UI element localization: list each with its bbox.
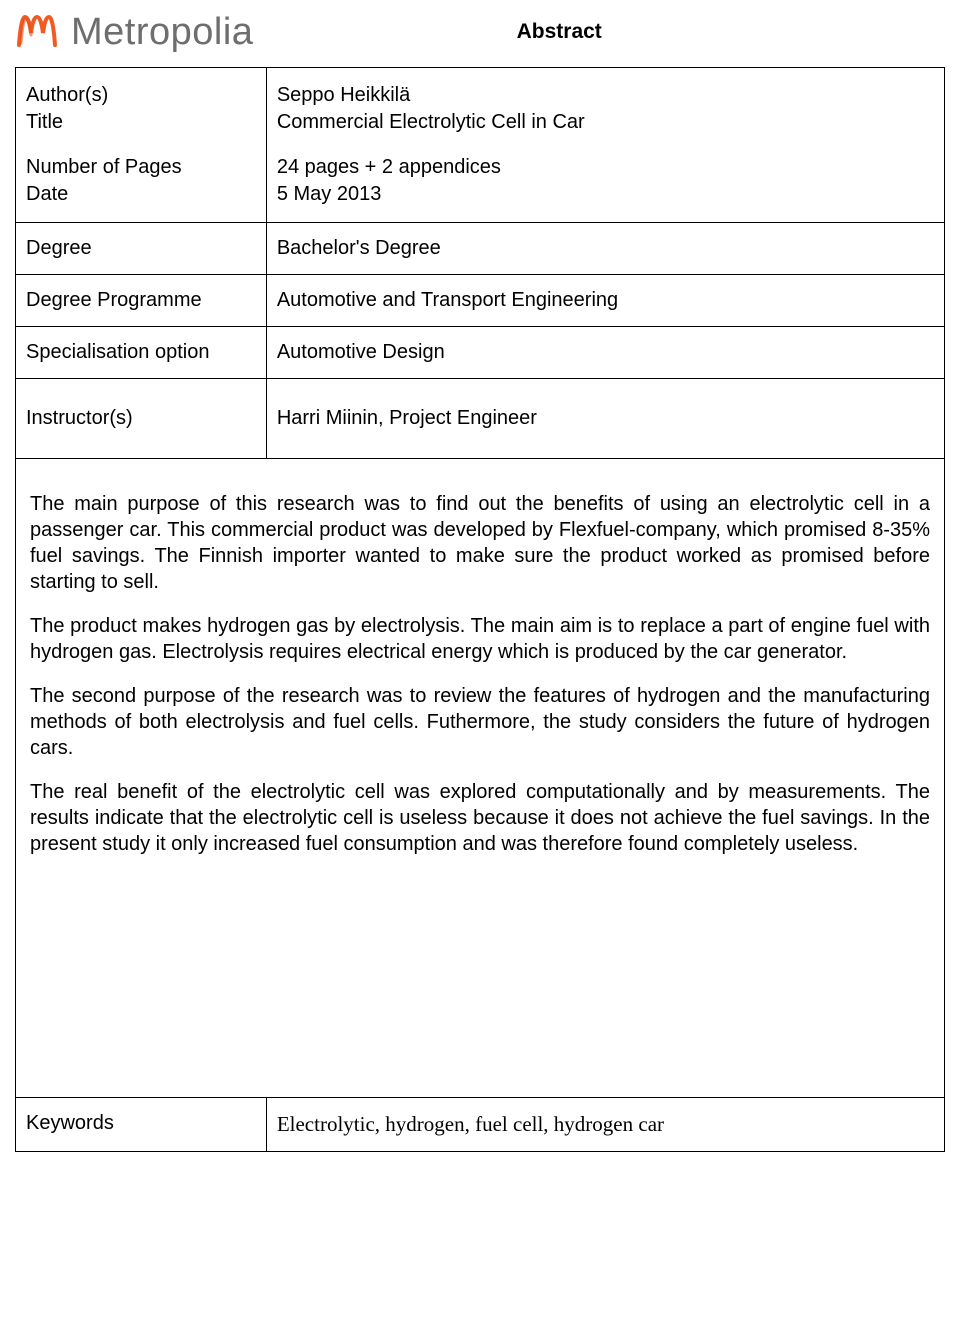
- page-header: Metropolia Abstract: [15, 5, 945, 59]
- label-title: Title: [26, 109, 256, 136]
- meta-row-specialisation: Specialisation option Automotive Design: [16, 327, 945, 379]
- value-authors: Seppo Heikkilä: [277, 82, 934, 109]
- value-specialisation: Automotive Design: [266, 327, 944, 379]
- metadata-table: Author(s) Title Number of Pages Date Sep…: [15, 67, 945, 1152]
- label-keywords: Keywords: [16, 1098, 267, 1152]
- meta-row-programme: Degree Programme Automotive and Transpor…: [16, 275, 945, 327]
- value-keywords: Electrolytic, hydrogen, fuel cell, hydro…: [277, 1112, 664, 1136]
- logo-mark-icon: [15, 5, 63, 59]
- value-degree: Bachelor's Degree: [266, 223, 944, 275]
- value-date: 5 May 2013: [277, 181, 934, 208]
- logo: Metropolia: [15, 5, 253, 59]
- logo-text: Metropolia: [71, 11, 253, 54]
- label-degree: Degree: [16, 223, 267, 275]
- meta-row-author-title: Author(s) Title Number of Pages Date Sep…: [16, 68, 945, 223]
- label-specialisation: Specialisation option: [16, 327, 267, 379]
- label-authors: Author(s): [26, 82, 256, 109]
- abstract-heading: Abstract: [253, 20, 945, 44]
- value-title: Commercial Electrolytic Cell in Car: [277, 109, 934, 136]
- meta-row-degree: Degree Bachelor's Degree: [16, 223, 945, 275]
- abstract-p2: The product makes hydrogen gas by electr…: [30, 613, 930, 665]
- abstract-p4: The real benefit of the electrolytic cel…: [30, 779, 930, 857]
- abstract-p3: The second purpose of the research was t…: [30, 683, 930, 761]
- meta-row-keywords: Keywords Electrolytic, hydrogen, fuel ce…: [16, 1098, 945, 1152]
- label-instructor: Instructor(s): [16, 379, 267, 459]
- label-date: Date: [26, 181, 256, 208]
- value-pages: 24 pages + 2 appendices: [277, 154, 934, 181]
- meta-row-instructor: Instructor(s) Harri Miinin, Project Engi…: [16, 379, 945, 459]
- abstract-body-row: The main purpose of this research was to…: [16, 459, 945, 1098]
- abstract-body: The main purpose of this research was to…: [26, 473, 934, 1083]
- value-programme: Automotive and Transport Engineering: [266, 275, 944, 327]
- abstract-p1: The main purpose of this research was to…: [30, 491, 930, 595]
- label-pages: Number of Pages: [26, 154, 256, 181]
- label-programme: Degree Programme: [16, 275, 267, 327]
- value-instructor: Harri Miinin, Project Engineer: [266, 379, 944, 459]
